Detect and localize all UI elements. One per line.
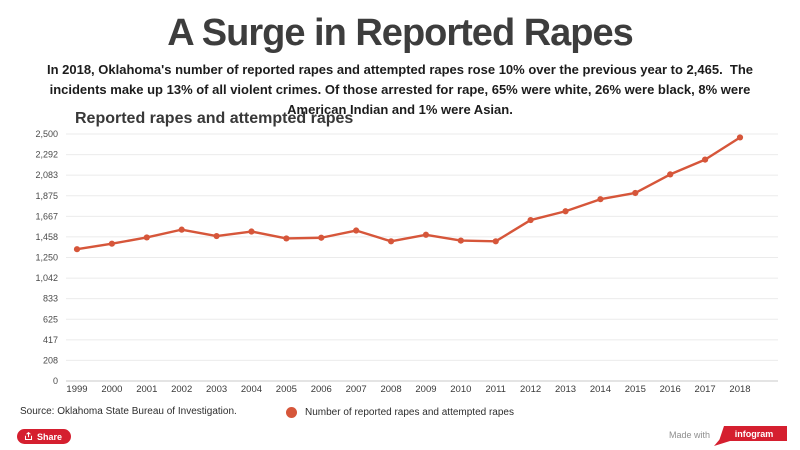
svg-text:infogram: infogram: [735, 429, 774, 439]
x-tick-label: 2017: [695, 384, 716, 395]
data-point: [178, 226, 185, 233]
x-tick-label: 2012: [520, 384, 541, 395]
y-tick-label: 2,500: [35, 129, 58, 139]
y-tick-label: 1,875: [35, 191, 58, 201]
infogram-logo[interactable]: infogram: [710, 425, 788, 447]
x-tick-label: 2000: [101, 384, 122, 395]
legend-marker-icon: [285, 406, 297, 418]
x-tick-label: 2013: [555, 384, 576, 395]
x-tick-label: 2016: [660, 384, 681, 395]
data-point: [457, 237, 464, 244]
legend-label: Number of reported rapes and attempted r…: [304, 406, 514, 418]
line-chart: 0 208 417 625 833 1,042 1,250 1,458 1,667 1,875 2,…: [35, 129, 778, 395]
data-point: [422, 231, 430, 238]
x-tick-label: 2003: [206, 384, 227, 395]
y-tick-label: 1,458: [35, 232, 58, 242]
x-tick-label: 2001: [136, 384, 157, 395]
legend: Number of reported rapes and attempted r…: [0, 404, 800, 420]
x-tick-label: 2018: [729, 384, 750, 395]
share-icon: [24, 432, 33, 441]
y-tick-label: 417: [43, 335, 58, 345]
data-point: [213, 232, 220, 240]
x-tick-label: 2014: [590, 384, 611, 395]
y-tick-label: 625: [43, 314, 58, 324]
series-line: [76, 136, 741, 251]
x-tick-label: 2006: [311, 384, 332, 395]
data-point: [736, 134, 744, 141]
x-tick-label: 2015: [625, 384, 646, 395]
data-point: [667, 171, 674, 178]
x-tick-label: 2002: [171, 384, 192, 395]
data-point: [527, 216, 534, 224]
data-point: [387, 238, 395, 245]
data-point: [248, 228, 255, 235]
x-tick-label: 2011: [486, 384, 506, 395]
y-tick-label: 1,667: [35, 211, 58, 221]
page-subtitle: In 2018, Oklahoma's number of reported r…: [46, 62, 757, 117]
y-tick-label: 2,292: [35, 150, 58, 160]
chart-title: Reported rapes and attempted rapes: [75, 110, 354, 127]
y-tick-label: 208: [43, 355, 58, 365]
page-title: A Surge in Reported Rapes: [167, 12, 634, 54]
y-tick-label: 0: [53, 376, 58, 386]
share-button[interactable]: Share: [17, 429, 72, 444]
x-tick-label: 2009: [415, 384, 436, 395]
data-point: [73, 246, 81, 253]
y-tick-label: 833: [43, 294, 58, 304]
data-point: [492, 238, 499, 245]
made-with-text: Made with: [668, 430, 710, 440]
data-point: [283, 235, 290, 242]
x-tick-label: 2004: [241, 384, 262, 395]
data-point: [143, 234, 150, 241]
y-tick-label: 1,042: [35, 273, 58, 283]
x-tick-label: 2010: [450, 384, 471, 395]
data-point: [108, 240, 115, 247]
data-point: [597, 196, 604, 203]
x-tick-label: 2008: [380, 384, 401, 395]
data-point: [318, 234, 325, 241]
source-text: Source: Oklahoma State Bureau of Investi…: [20, 406, 237, 417]
data-point: [702, 156, 709, 163]
share-button-label: Share: [37, 431, 63, 442]
data-point: [353, 227, 360, 234]
x-tick-label: 2007: [346, 384, 367, 395]
y-tick-label: 2,083: [35, 170, 58, 180]
data-point: [632, 189, 639, 197]
x-tick-label: 1999: [66, 384, 87, 395]
y-tick-label: 1,250: [35, 253, 58, 263]
x-tick-label: 2005: [276, 384, 297, 395]
data-point: [562, 208, 569, 215]
